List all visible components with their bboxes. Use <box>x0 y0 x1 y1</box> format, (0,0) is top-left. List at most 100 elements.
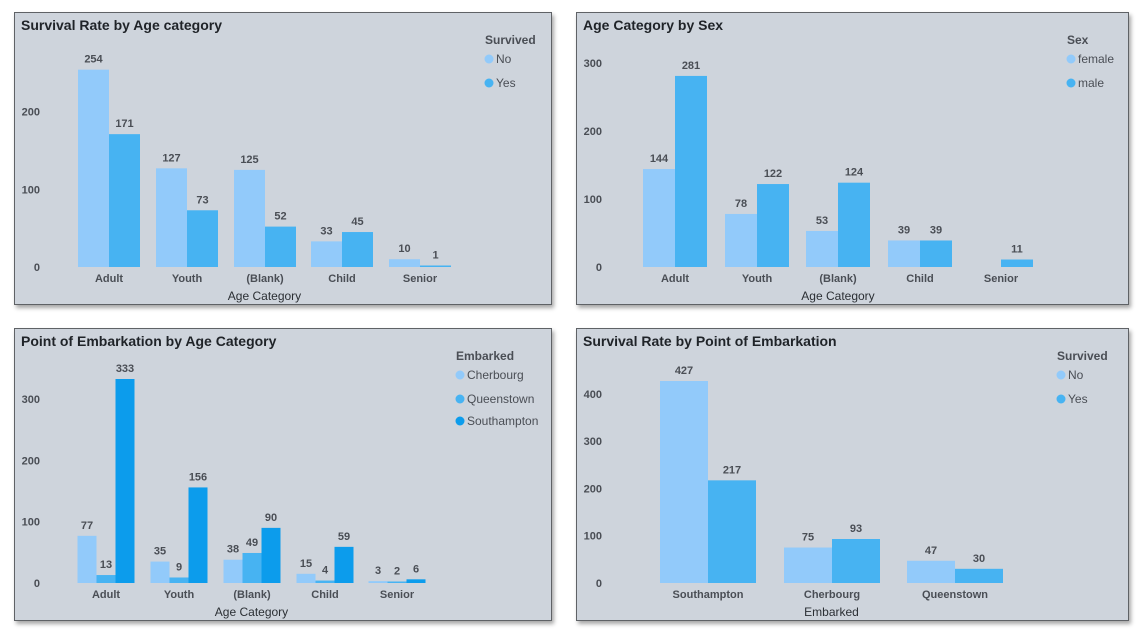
bar-cherbourg-senior[interactable] <box>368 581 388 583</box>
bar-female-blank[interactable] <box>806 230 838 267</box>
bar-queenstown-senior[interactable] <box>387 581 407 584</box>
data-label: 49 <box>246 537 258 549</box>
bar-yes-queenstown[interactable] <box>955 568 1003 583</box>
x-tick-label: Senior <box>984 273 1019 285</box>
bar-male-youth[interactable] <box>757 184 789 267</box>
data-label: 254 <box>84 54 103 66</box>
bar-yes-blank[interactable] <box>265 226 296 267</box>
bar-female-child[interactable] <box>888 240 920 267</box>
bar-yes-adult[interactable] <box>109 134 140 267</box>
bar-queenstown-adult[interactable] <box>96 575 116 583</box>
survival-by-embarkation-chart[interactable]: Survival Rate by Point of Embarkation 0 10… <box>576 328 1129 621</box>
legend-marker[interactable] <box>1056 394 1066 404</box>
bar-yes-child[interactable] <box>342 232 373 267</box>
bar-cherbourg-blank[interactable] <box>223 559 243 583</box>
y-tick-label: 0 <box>596 578 602 590</box>
bar-female-youth[interactable] <box>725 213 757 267</box>
data-label: 125 <box>240 154 258 166</box>
legend-marker[interactable] <box>455 394 465 404</box>
bar-female-adult[interactable] <box>643 169 675 267</box>
y-tick-label: 300 <box>584 436 602 448</box>
legend-title: Survived <box>485 33 536 47</box>
x-tick-label: (Blank) <box>819 273 857 285</box>
legend-item-male[interactable]: male <box>1078 76 1104 90</box>
legend-marker[interactable] <box>1066 78 1076 88</box>
bar-no-child[interactable] <box>311 241 342 267</box>
bar-southampton-youth[interactable] <box>188 487 208 583</box>
bar-male-blank[interactable] <box>838 182 870 267</box>
data-label: 90 <box>265 512 277 524</box>
data-label: 93 <box>850 523 862 535</box>
legend-marker[interactable] <box>455 370 465 380</box>
y-tick-label: 400 <box>584 389 602 401</box>
bar-southampton-blank[interactable] <box>261 527 281 583</box>
legend-marker[interactable] <box>1066 54 1076 64</box>
legend-item-queenstown[interactable]: Queenstown <box>467 392 534 406</box>
bar-queenstown-child[interactable] <box>315 580 335 583</box>
bar-queenstown-blank[interactable] <box>242 552 262 583</box>
x-tick-label: Youth <box>164 589 195 601</box>
x-tick-label: Southampton <box>673 589 744 601</box>
legend-marker[interactable] <box>484 78 494 88</box>
legend-item-female[interactable]: female <box>1078 52 1114 66</box>
age-by-sex-chart[interactable]: Age Category by Sex 0 100 200 300 144 281 Adult… <box>576 12 1129 305</box>
data-label: 35 <box>154 546 166 558</box>
data-label: 59 <box>338 531 350 543</box>
bar-southampton-senior[interactable] <box>406 579 426 583</box>
data-label: 427 <box>675 365 693 377</box>
legend-item-cherbourg[interactable]: Cherbourg <box>467 368 524 382</box>
data-label: 15 <box>300 558 312 570</box>
bar-no-queenstown[interactable] <box>907 560 955 583</box>
bar-yes-southampton[interactable] <box>708 480 756 583</box>
legend-item-no[interactable]: No <box>496 52 512 66</box>
bar-yes-senior[interactable] <box>420 265 451 268</box>
y-tick-label: 100 <box>22 517 40 529</box>
bar-no-cherbourg[interactable] <box>784 547 832 583</box>
bar-male-child[interactable] <box>920 240 952 267</box>
y-tick-label: 200 <box>584 126 602 138</box>
y-tick-label: 0 <box>34 262 40 274</box>
bar-male-senior[interactable] <box>1001 259 1033 267</box>
embarkation-by-age-chart[interactable]: Point of Embarkation by Age Category 0 100… <box>14 328 552 621</box>
legend-marker[interactable] <box>484 54 494 64</box>
data-label: 144 <box>650 153 669 165</box>
bar-southampton-adult[interactable] <box>115 379 135 583</box>
bar-cherbourg-youth[interactable] <box>150 561 170 583</box>
y-tick-label: 100 <box>584 194 602 206</box>
legend-title: Sex <box>1067 33 1089 47</box>
legend-item-no[interactable]: No <box>1068 368 1084 382</box>
legend-title: Survived <box>1057 349 1108 363</box>
bar-no-senior[interactable] <box>389 259 420 267</box>
data-label: 73 <box>196 194 208 206</box>
bar-no-southampton[interactable] <box>660 381 708 583</box>
survival-by-age-chart[interactable]: Survival Rate by Age category 0 100 200 254 1… <box>14 12 552 305</box>
legend-marker[interactable] <box>1056 370 1066 380</box>
bar-southampton-child[interactable] <box>334 546 354 583</box>
data-label: 30 <box>973 553 985 565</box>
legend-item-yes[interactable]: Yes <box>496 76 516 90</box>
bar-queenstown-youth[interactable] <box>169 577 189 583</box>
data-label: 38 <box>227 544 239 556</box>
bar-no-youth[interactable] <box>156 168 187 267</box>
data-label: 281 <box>682 60 700 72</box>
x-axis-title: Age Category <box>801 289 874 303</box>
chart-title: Age Category by Sex <box>583 17 723 33</box>
bar-male-adult[interactable] <box>675 75 707 267</box>
data-label: 53 <box>816 215 828 227</box>
bar-yes-youth[interactable] <box>187 210 218 267</box>
bar-yes-cherbourg[interactable] <box>832 539 880 583</box>
legend-item-yes[interactable]: Yes <box>1068 392 1088 406</box>
data-label: 77 <box>81 520 93 532</box>
legend-marker[interactable] <box>455 416 465 426</box>
bar-no-adult[interactable] <box>78 69 109 268</box>
bar-cherbourg-child[interactable] <box>296 573 316 583</box>
bar-no-blank[interactable] <box>234 169 265 267</box>
x-axis-title: Age Category <box>228 289 301 303</box>
data-label: 11 <box>1011 244 1023 256</box>
legend-item-southampton[interactable]: Southampton <box>467 414 538 428</box>
legend-title: Embarked <box>456 349 514 363</box>
data-label: 171 <box>115 118 133 130</box>
data-label: 39 <box>898 224 910 236</box>
x-tick-label: Youth <box>172 273 203 285</box>
bar-cherbourg-adult[interactable] <box>77 535 97 583</box>
